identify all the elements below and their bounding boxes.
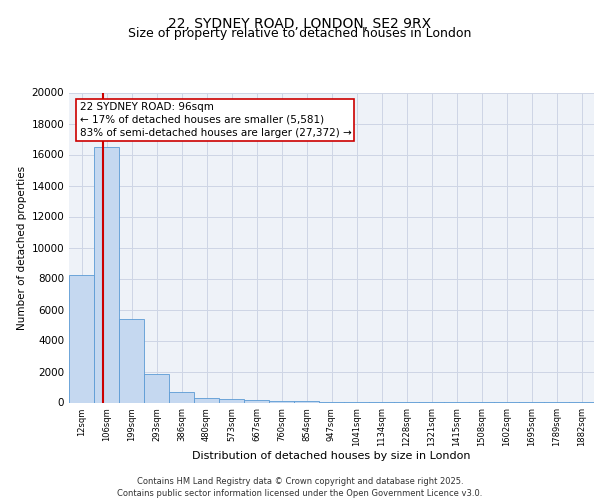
Y-axis label: Number of detached properties: Number of detached properties [17,166,27,330]
Bar [244,400,269,402]
Text: Size of property relative to detached houses in London: Size of property relative to detached ho… [128,28,472,40]
Bar [119,319,144,402]
Text: Contains HM Land Registry data © Crown copyright and database right 2025.
Contai: Contains HM Land Registry data © Crown c… [118,476,482,498]
Bar [169,392,194,402]
Bar [69,276,94,402]
Bar [94,147,119,403]
Bar [194,398,219,402]
Bar [294,401,319,402]
Bar [219,400,244,402]
Bar [144,374,169,402]
Text: 22 SYDNEY ROAD: 96sqm
← 17% of detached houses are smaller (5,581)
83% of semi-d: 22 SYDNEY ROAD: 96sqm ← 17% of detached … [79,102,351,138]
Text: 22, SYDNEY ROAD, LONDON, SE2 9RX: 22, SYDNEY ROAD, LONDON, SE2 9RX [169,18,431,32]
X-axis label: Distribution of detached houses by size in London: Distribution of detached houses by size … [192,450,471,460]
Bar [269,401,294,402]
